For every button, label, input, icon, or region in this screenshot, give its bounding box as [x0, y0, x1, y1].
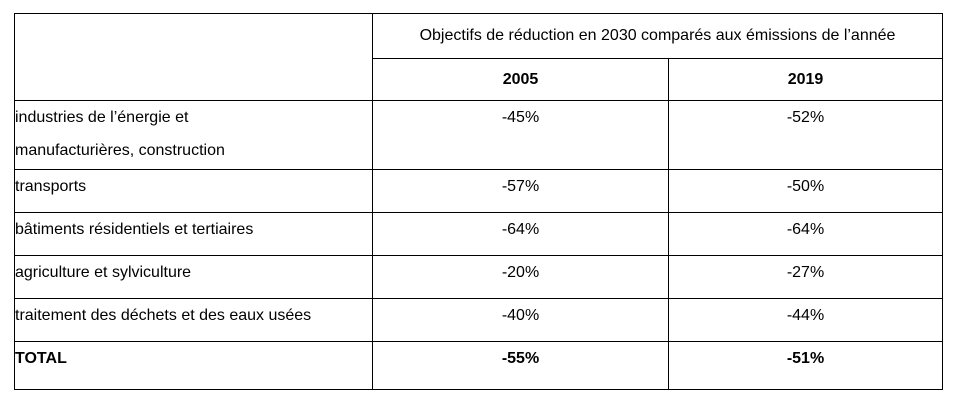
row-value-2019: -27% [668, 255, 943, 299]
column-header-2005: 2005 [372, 58, 669, 101]
table-row: traitement des déchets et des eaux usées… [14, 298, 943, 342]
row-value-2019: -64% [668, 212, 943, 256]
reduction-objectives-table: Objectifs de réduction en 2030 comparés … [14, 13, 943, 390]
total-label: TOTAL [14, 341, 373, 390]
table-row: industries de l’énergie et manufacturièr… [14, 100, 943, 170]
total-row: TOTAL -55% -51% [14, 341, 943, 390]
table-row: bâtiments résidentiels et tertiaires -64… [14, 212, 943, 256]
row-label: agriculture et sylviculture [14, 255, 373, 299]
row-value-2005: -20% [372, 255, 669, 299]
row-value-2005: -40% [372, 298, 669, 342]
corner-empty-cell [14, 13, 373, 101]
row-value-2019: -50% [668, 169, 943, 213]
row-label: industries de l’énergie et manufacturièr… [14, 100, 373, 170]
header-row-title: Objectifs de réduction en 2030 comparés … [14, 13, 943, 101]
row-value-2019: -52% [668, 100, 943, 170]
table-title: Objectifs de réduction en 2030 comparés … [372, 13, 943, 59]
row-label: transports [14, 169, 373, 213]
row-label: traitement des déchets et des eaux usées [14, 298, 373, 342]
row-label: bâtiments résidentiels et tertiaires [14, 212, 373, 256]
row-value-2005: -45% [372, 100, 669, 170]
table-row: transports -57% -50% [14, 169, 943, 213]
header-row-years: 2005 2019 [15, 58, 943, 101]
row-value-2005: -57% [372, 169, 669, 213]
row-value-2005: -64% [372, 212, 669, 256]
total-value-2019: -51% [668, 341, 943, 390]
row-value-2019: -44% [668, 298, 943, 342]
table-row: agriculture et sylviculture -20% -27% [14, 255, 943, 299]
column-header-2019: 2019 [668, 58, 943, 101]
total-value-2005: -55% [372, 341, 669, 390]
